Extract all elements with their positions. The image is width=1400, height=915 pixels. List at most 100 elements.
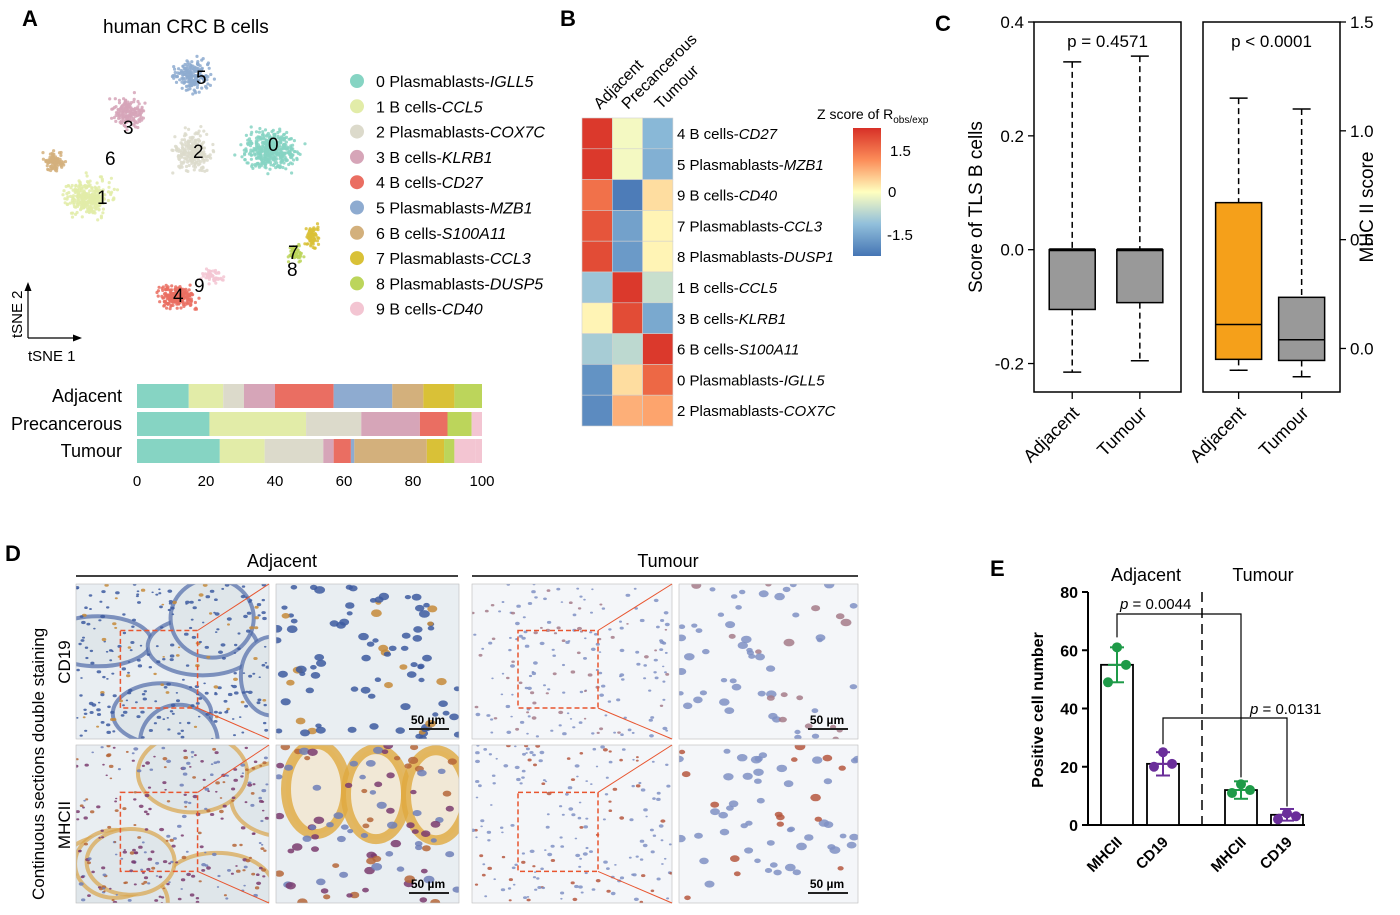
cell-nucleus xyxy=(360,833,368,838)
tsne-cell-point xyxy=(203,272,207,276)
tsne-cell-point xyxy=(198,168,202,172)
cell-nucleus xyxy=(165,691,170,694)
tsne-cell-point xyxy=(122,119,126,123)
tsne-cell-point xyxy=(249,153,253,157)
cell-nucleus xyxy=(76,758,79,761)
cell-nucleus xyxy=(498,610,502,613)
cell-nucleus xyxy=(82,716,86,719)
heatmap-cell xyxy=(611,210,643,242)
tsne-cell-point xyxy=(183,143,188,147)
tsne-cell-point xyxy=(161,285,165,289)
cell-nucleus xyxy=(76,810,80,814)
proportion-x-tick: 60 xyxy=(336,473,353,490)
cell-nucleus xyxy=(313,816,325,824)
tsne-cell-point xyxy=(278,129,282,133)
tsne-cell-point xyxy=(191,92,195,96)
legend-label: 3 B cells-KLRB1 xyxy=(376,150,493,167)
cell-nucleus xyxy=(132,848,136,852)
tsne-cell-point xyxy=(277,151,281,155)
cell-nucleus xyxy=(119,699,123,703)
tsne-cluster-label: 6 xyxy=(105,149,116,170)
cell-nucleus xyxy=(276,812,285,820)
y-tick-label: 0.5 xyxy=(1350,231,1374,250)
cell-nucleus xyxy=(178,722,182,724)
tsne-cell-point xyxy=(112,187,116,191)
tsne-cell-point xyxy=(261,149,265,153)
cell-nucleus xyxy=(420,868,428,874)
cell-nucleus xyxy=(214,751,219,755)
cell-nucleus xyxy=(265,783,269,786)
tsne-cell-point xyxy=(115,188,120,192)
cell-nucleus xyxy=(383,745,394,750)
tsne-cell-point xyxy=(270,145,275,149)
cell-nucleus xyxy=(509,636,512,639)
cell-nucleus xyxy=(660,839,664,842)
legend-color-dot xyxy=(350,200,364,215)
cell-nucleus xyxy=(501,831,504,834)
cell-nucleus xyxy=(190,750,195,754)
cell-nucleus xyxy=(679,755,684,763)
cell-nucleus xyxy=(608,760,613,764)
cell-nucleus xyxy=(263,721,267,725)
cell-nucleus xyxy=(247,690,253,694)
tsne-cell-point xyxy=(97,185,101,189)
heatmap-row-gene: CCL5 xyxy=(739,280,778,297)
cell-nucleus xyxy=(103,640,106,643)
cell-nucleus xyxy=(161,746,166,750)
tsne-cell-point xyxy=(79,200,83,205)
tsne-cell-point xyxy=(177,157,181,161)
cell-nucleus xyxy=(123,849,127,851)
cell-nucleus xyxy=(193,725,198,729)
cell-nucleus xyxy=(585,780,589,782)
tsne-cell-point xyxy=(256,162,260,166)
cell-nucleus xyxy=(122,850,128,854)
legend-color-dot xyxy=(350,149,364,164)
tsne-cell-point xyxy=(309,244,313,248)
cell-nucleus xyxy=(311,846,319,852)
proportion-x-tick: 0 xyxy=(133,473,141,490)
cell-nucleus xyxy=(231,799,235,802)
cell-nucleus xyxy=(125,750,129,753)
heatmap-cell xyxy=(642,117,674,150)
proportion-bar-segment xyxy=(426,439,445,463)
cell-nucleus xyxy=(422,654,432,662)
tsne-title: human CRC B cells xyxy=(103,17,269,38)
cell-nucleus xyxy=(608,750,612,753)
cell-nucleus xyxy=(610,635,615,639)
tsne-cell-point xyxy=(106,198,110,203)
cell-nucleus xyxy=(221,656,226,660)
cell-nucleus xyxy=(583,598,586,601)
cell-nucleus xyxy=(156,715,162,719)
tsne-cell-point xyxy=(181,76,185,80)
cell-nucleus xyxy=(143,851,147,854)
tsne-cell-point xyxy=(249,139,253,143)
cell-nucleus xyxy=(99,887,103,891)
cell-nucleus xyxy=(550,729,554,732)
cell-nucleus xyxy=(578,721,583,724)
tsne-cell-point xyxy=(196,163,200,167)
cell-nucleus xyxy=(233,734,236,737)
tsne-cell-point xyxy=(263,153,267,158)
cell-nucleus xyxy=(262,875,266,878)
tsne-cell-point xyxy=(187,163,191,168)
cell-nucleus xyxy=(168,881,171,884)
cell-nucleus xyxy=(662,641,667,645)
cell-nucleus xyxy=(601,684,606,688)
tsne-cell-point xyxy=(207,277,211,281)
zoom-connector xyxy=(197,583,270,631)
proportion-bar-segment xyxy=(209,412,307,436)
cell-nucleus xyxy=(566,712,570,715)
legend-label-gene: DUSP5 xyxy=(490,276,543,293)
tsne-cell-point xyxy=(304,227,308,231)
box xyxy=(1277,296,1326,362)
cell-nucleus xyxy=(114,853,118,856)
cell-nucleus xyxy=(794,745,806,751)
cell-nucleus xyxy=(84,606,88,609)
cell-nucleus xyxy=(526,732,529,735)
tsne-cell-point xyxy=(181,64,185,68)
cell-nucleus xyxy=(735,605,742,610)
cell-nucleus xyxy=(240,775,244,778)
cell-nucleus xyxy=(231,796,236,800)
cell-nucleus xyxy=(160,683,164,686)
